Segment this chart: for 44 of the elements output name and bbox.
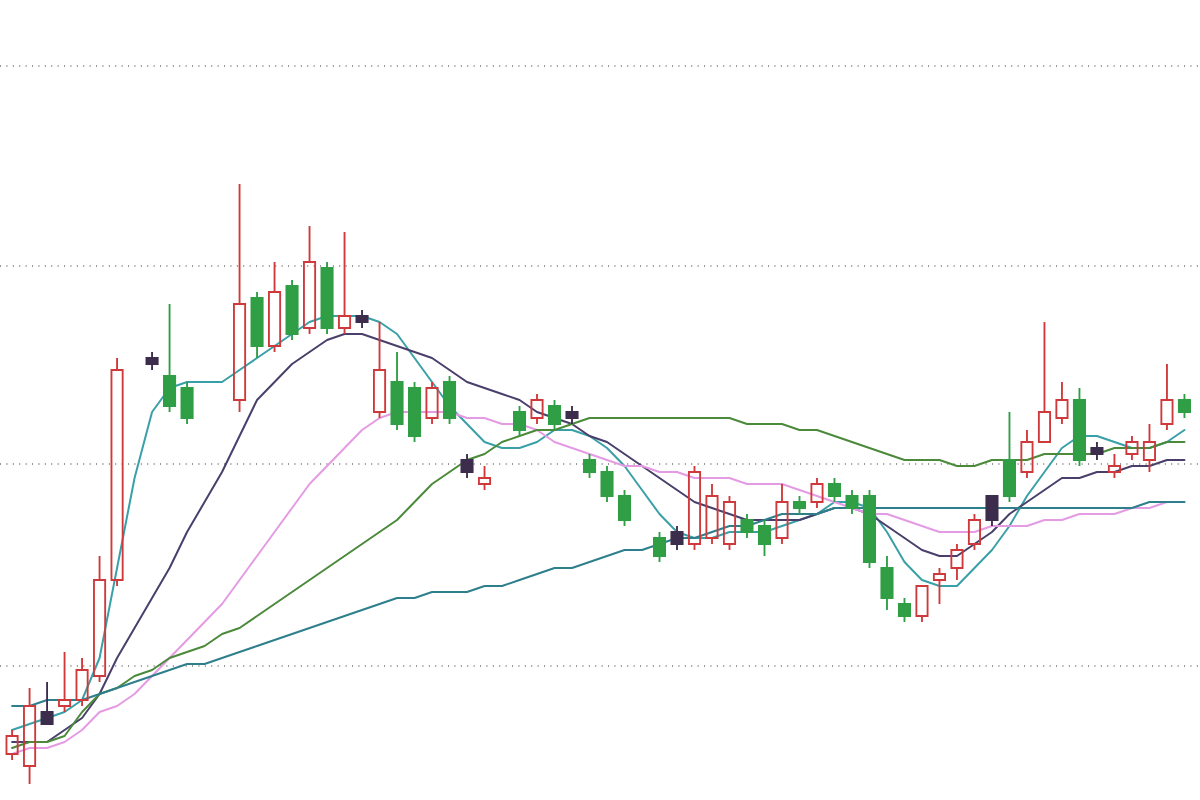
candlestick (373, 321, 387, 419)
candlestick (285, 279, 299, 341)
candlestick (1055, 381, 1069, 425)
candlestick (740, 513, 754, 539)
candlestick (1037, 321, 1052, 443)
candlestick (40, 681, 54, 725)
candlestick (180, 381, 194, 425)
candlestick (915, 585, 929, 623)
candlestick (145, 351, 159, 371)
candlestick (5, 729, 19, 761)
candlestick (845, 489, 859, 515)
candlestick (320, 261, 334, 335)
candlestick (880, 555, 894, 611)
candlestick (670, 525, 684, 551)
candlestick (530, 393, 544, 425)
candlestick (1125, 435, 1139, 461)
candlestick (1160, 363, 1174, 431)
candlestick (250, 291, 264, 359)
candlestick (932, 567, 947, 605)
candlestick (58, 651, 72, 713)
candlestick (565, 405, 579, 425)
candlestick (1020, 429, 1034, 479)
candlestick (233, 183, 247, 413)
candlestick (75, 657, 89, 707)
candlestick (985, 495, 999, 527)
candlestick (1142, 423, 1156, 473)
candlestick (425, 381, 439, 425)
candlestick (810, 477, 824, 509)
candlestick (23, 687, 37, 785)
candlestick (705, 483, 719, 545)
candlestick (1090, 441, 1104, 461)
candlestick (1002, 411, 1017, 503)
candlestick (775, 483, 789, 545)
candlestick (93, 555, 107, 683)
candlestick (163, 303, 177, 413)
candlestick (390, 351, 404, 431)
candlestick (268, 261, 282, 353)
candlestick (303, 225, 317, 335)
candlestick (600, 465, 614, 503)
candlestick (110, 357, 124, 587)
candlestick (950, 543, 964, 581)
candlestick (460, 453, 474, 479)
candlestick (355, 309, 369, 329)
candlestick (338, 231, 352, 335)
